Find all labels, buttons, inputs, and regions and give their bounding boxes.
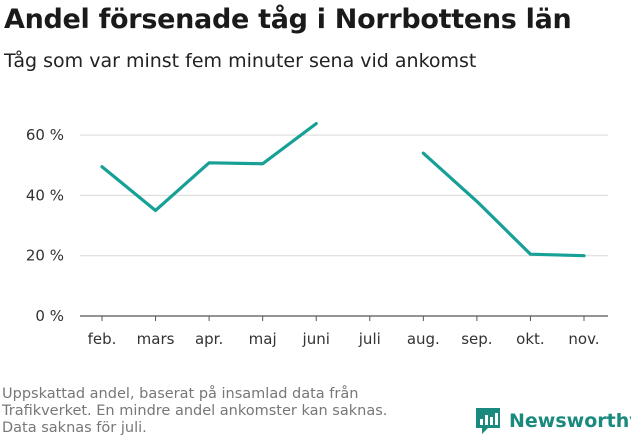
- series-line-segment: [100, 122, 318, 213]
- brand-logo: Newsworthy: [474, 406, 631, 436]
- footnote-line: Uppskattad andel, baserat på insamlad da…: [2, 386, 359, 402]
- chart-title: Andel försenade tåg i Norrbottens län: [4, 4, 572, 35]
- x-tick-label: maj: [249, 330, 277, 348]
- footnote-line: Data saknas för juli.: [2, 420, 147, 436]
- gridlines: [80, 134, 608, 317]
- footnote-line: Trafikverket. En mindre andel ankomster …: [2, 403, 388, 419]
- brand-name: Newsworthy: [509, 410, 631, 432]
- x-tick-label: juli: [358, 330, 381, 348]
- x-tick-label: okt.: [516, 330, 545, 348]
- line-chart: 0 % 20 % 40 % 60 % feb. mars apr. maj juni juli a…: [26, 122, 608, 348]
- series-lines: [100, 122, 586, 258]
- series-line-segment: [421, 151, 586, 258]
- x-tick-label: apr.: [195, 330, 223, 348]
- x-tick-label: nov.: [568, 330, 599, 348]
- x-tick-label: sep.: [461, 330, 492, 348]
- x-axis-ticks: feb. mars apr. maj juni juli aug. sep. okt. nov.: [88, 316, 600, 348]
- y-tick-label: 20 %: [26, 247, 64, 265]
- y-axis-ticks: 0 % 20 % 40 % 60 %: [26, 126, 64, 325]
- y-tick-label: 0 %: [35, 307, 64, 325]
- x-tick-label: aug.: [407, 330, 440, 348]
- x-tick-label: juni: [302, 330, 330, 348]
- chart-subtitle: Tåg som var minst fem minuter sena vid a…: [4, 50, 477, 72]
- x-tick-label: mars: [137, 330, 175, 348]
- footnote: Uppskattad andel, baserat på insamlad da…: [2, 386, 432, 437]
- y-tick-label: 60 %: [26, 126, 64, 144]
- y-tick-label: 40 %: [26, 186, 64, 204]
- x-tick-label: feb.: [88, 330, 117, 348]
- newsworthy-logo-icon: [476, 408, 500, 434]
